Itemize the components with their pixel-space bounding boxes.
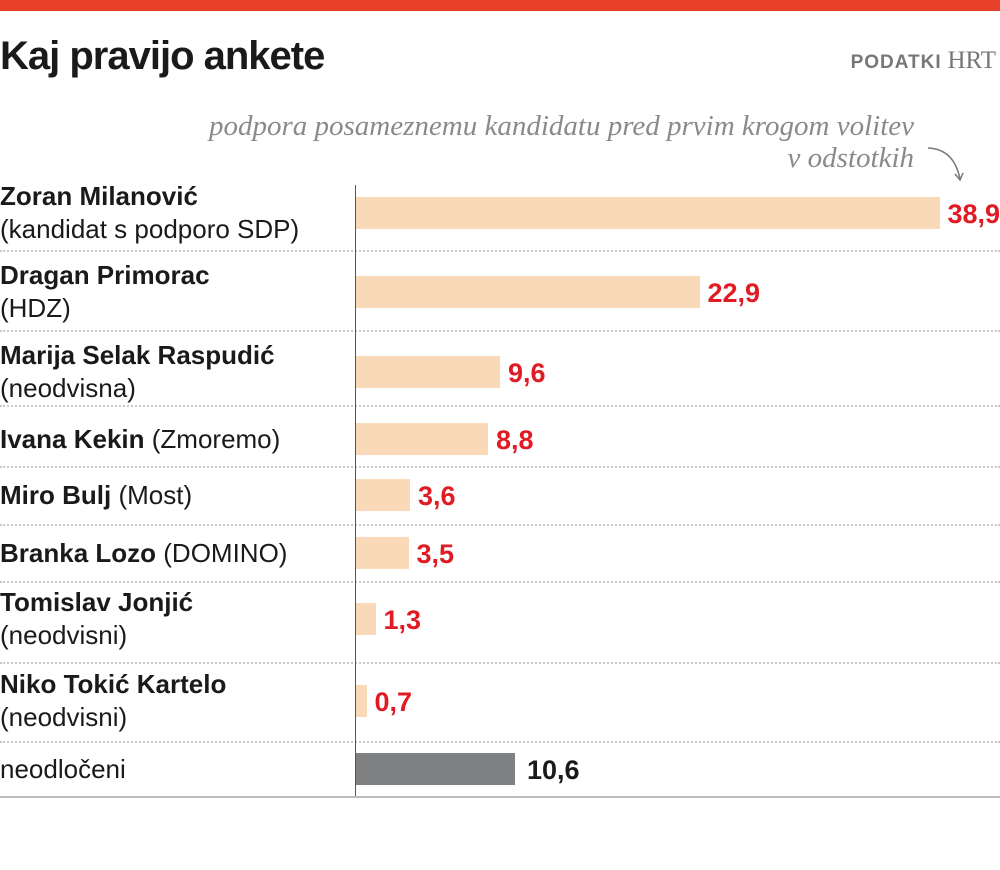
subtitle-line-2: v odstotkih: [787, 142, 914, 174]
data-label: 3,5: [416, 539, 455, 569]
bar: [356, 356, 500, 388]
source-label: PODATKI: [850, 52, 942, 73]
candidate-detail: (DOMINO): [163, 538, 288, 568]
row-separator: [0, 330, 1000, 332]
candidate-name: Marija Selak Raspudić: [0, 340, 275, 370]
candidate-name: Miro Bulj: [0, 480, 112, 510]
source-value: HRT: [947, 47, 997, 74]
bottom-rule: [0, 796, 1000, 798]
subtitle-line-1: podpora posameznemu kandidatu pred prvim…: [208, 110, 914, 142]
candidate-name: Niko Tokić Kartelo: [0, 669, 227, 699]
curved-arrow-icon: [927, 147, 964, 182]
row-separator: [0, 250, 1000, 252]
bar: [356, 276, 700, 308]
data-label: 10,6: [527, 755, 580, 785]
chart-subtitle: podpora posameznemu kandidatu pred prvim…: [209, 110, 914, 174]
bar: [356, 423, 488, 455]
candidate-name: Ivana Kekin: [0, 424, 145, 454]
row-separator: [0, 466, 1000, 468]
candidate-detail: (neodvisna): [0, 373, 136, 403]
candidate-detail: (Zmoremo): [151, 424, 281, 454]
category-label: Branka Lozo (DOMINO): [0, 537, 287, 570]
bar: [356, 603, 376, 635]
bar: [356, 537, 409, 569]
chart-title: Kaj pravijo ankete: [0, 34, 325, 78]
candidate-name: Dragan Primorac: [0, 260, 210, 290]
row-separator: [0, 662, 1000, 664]
data-label: 22,9: [707, 278, 761, 308]
data-label: 3,6: [418, 481, 456, 511]
data-label: 0,7: [374, 687, 413, 717]
source-credit: PODATKI HRT: [851, 47, 996, 75]
data-label: 1,3: [383, 605, 422, 635]
candidate-detail: (kandidat s podporo SDP): [0, 214, 300, 244]
row-separator: [0, 581, 1000, 583]
row-separator: [0, 524, 1000, 526]
candidate-detail: (neodvisni): [0, 702, 128, 732]
category-label: Tomislav Jonjić (neodvisni): [0, 586, 193, 652]
candidate-name: Tomislav Jonjić: [0, 587, 194, 617]
category-label: Dragan Primorac (HDZ): [0, 259, 210, 325]
bar: [356, 197, 940, 229]
data-label: 38,9: [947, 199, 1000, 229]
accent-bar: [0, 0, 1000, 11]
candidate-name: Zoran Milanović: [0, 181, 198, 211]
category-label: Ivana Kekin (Zmoremo): [0, 423, 280, 456]
bar: [356, 753, 515, 785]
y-axis-line: [355, 185, 356, 797]
candidate-detail: (Most): [118, 480, 193, 510]
category-label: Niko Tokić Kartelo (neodvisni): [0, 668, 226, 734]
bar: [356, 479, 410, 511]
category-label: Zoran Milanović (kandidat s podporo SDP): [0, 180, 299, 246]
category-label: neodločeni: [0, 753, 126, 786]
data-label: 9,6: [508, 358, 546, 388]
category-label: Marija Selak Raspudić (neodvisna): [0, 339, 275, 405]
candidate-detail: (HDZ): [0, 293, 71, 323]
candidate-detail: neodločeni: [0, 754, 126, 784]
row-separator: [0, 405, 1000, 407]
row-separator: [0, 741, 1000, 743]
bar: [356, 685, 367, 717]
candidate-detail: (neodvisni): [0, 620, 128, 650]
category-label: Miro Bulj (Most): [0, 479, 192, 512]
candidate-name: Branka Lozo: [0, 538, 157, 568]
data-label: 8,8: [496, 425, 534, 455]
